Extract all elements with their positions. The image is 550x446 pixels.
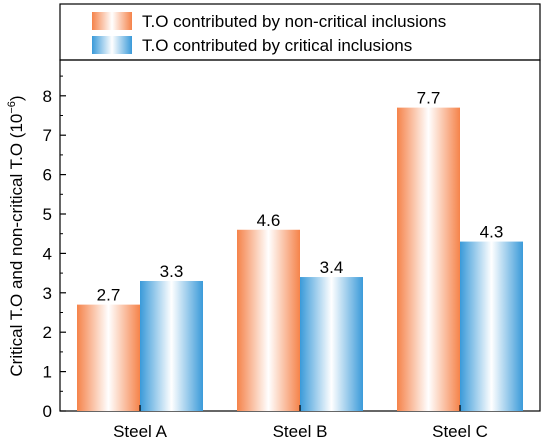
- bar-non-critical-3: [397, 107, 460, 412]
- x-tick-label-2: Steel B: [273, 422, 328, 441]
- y-tick-label-3: 3: [43, 284, 52, 303]
- y-tick-label-1: 1: [43, 363, 52, 382]
- y-axis: 0 1 2 3 4 5 6 7 8: [43, 75, 66, 421]
- x-tick-label-3: Steel C: [432, 422, 488, 441]
- y-axis-label-close: ): [7, 95, 26, 101]
- bar-critical-2: [300, 277, 363, 411]
- y-tick-label-6: 6: [43, 166, 52, 185]
- y-axis-label-exponent: −6: [6, 101, 18, 114]
- data-label-non-critical-1: 2.7: [97, 286, 121, 305]
- y-tick-label-5: 5: [43, 205, 52, 224]
- x-axis: Steel A Steel B Steel C: [113, 405, 488, 441]
- y-tick-label-7: 7: [43, 126, 52, 145]
- bars: 2.7 3.3 4.6 3.4 7.7 4.3: [77, 89, 523, 412]
- legend-swatch-non-critical: [92, 12, 132, 30]
- y-axis-label-main: Critical T.O and non-critical T.O (10: [7, 114, 26, 377]
- legend-label-critical: T.O contributed by critical inclusions: [142, 36, 412, 55]
- bar-non-critical-2: [237, 229, 300, 411]
- y-tick-label-4: 4: [43, 244, 52, 263]
- y-tick-label-0: 0: [43, 402, 52, 421]
- y-tick-label-2: 2: [43, 323, 52, 342]
- data-label-critical-1: 3.3: [160, 262, 184, 281]
- bar-critical-1: [140, 280, 203, 411]
- x-tick-label-1: Steel A: [113, 422, 168, 441]
- bar-critical-3: [460, 241, 523, 411]
- y-tick-label-8: 8: [43, 87, 52, 106]
- data-label-non-critical-2: 4.6: [257, 211, 281, 230]
- bar-non-critical-1: [77, 304, 140, 411]
- data-label-critical-3: 4.3: [480, 223, 504, 242]
- legend: T.O contributed by non-critical inclusio…: [92, 12, 446, 55]
- legend-swatch-critical: [92, 36, 132, 54]
- legend-box: [59, 3, 541, 61]
- legend-label-non-critical: T.O contributed by non-critical inclusio…: [142, 12, 446, 31]
- data-label-non-critical-3: 7.7: [417, 89, 441, 108]
- data-label-critical-2: 3.4: [320, 258, 344, 277]
- y-axis-label: Critical T.O and non-critical T.O (10−6): [6, 95, 26, 376]
